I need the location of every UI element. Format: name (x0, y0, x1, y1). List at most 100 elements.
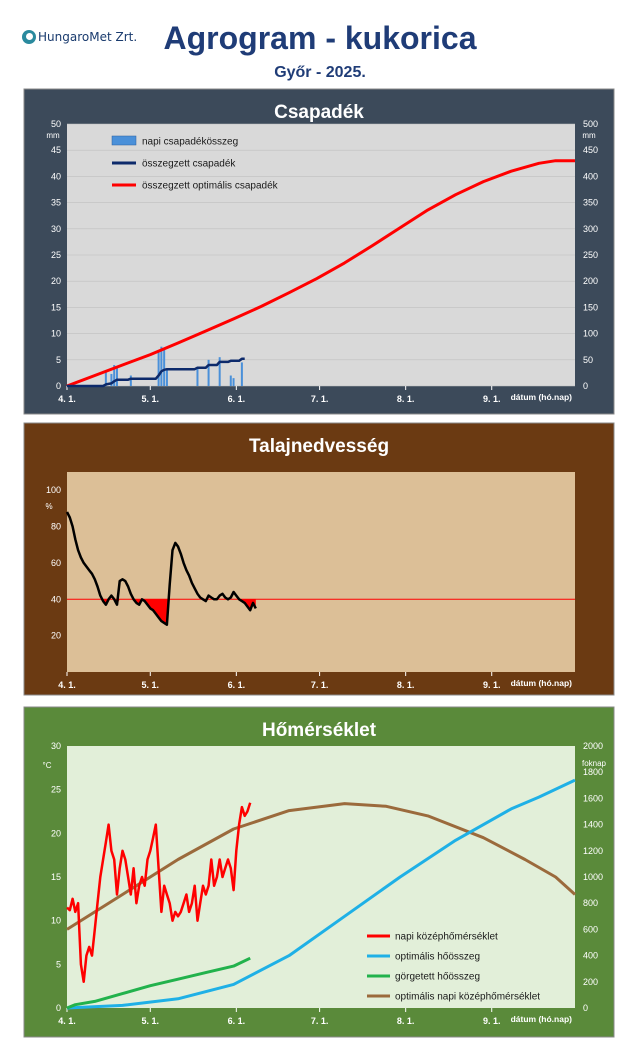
chart-title: Hőmérséklet (262, 720, 377, 741)
x-tick-label: 9. 1. (483, 394, 501, 404)
y-tick-label: 60 (51, 558, 61, 568)
y-right-tick-label: 400 (583, 951, 598, 961)
precip-bar (207, 359, 210, 386)
y-right-tick-label: 600 (583, 924, 598, 934)
cumulative-precip-line (67, 357, 245, 388)
y-right-tick-label: 250 (583, 250, 598, 260)
precip-bar (229, 375, 232, 386)
y-right-tick-label: 100 (583, 329, 598, 339)
legend-label: optimális hőösszeg (395, 952, 480, 963)
precip-bar (157, 351, 160, 386)
y-left-tick-label: 0 (56, 1003, 61, 1013)
x-tick-label: 5. 1. (142, 1016, 160, 1026)
y-left-tick-label: 5 (56, 959, 61, 969)
x-tick-label: 4. 1. (58, 1016, 76, 1026)
y-right-tick-label: 500 (583, 119, 598, 129)
y-left-tick-label: 15 (51, 302, 61, 312)
x-tick-label: 4. 1. (58, 680, 76, 690)
y-tick-label: 80 (51, 522, 61, 532)
page-title: Agrogram - kukorica (163, 20, 477, 56)
x-tick-label: 5. 1. (142, 680, 160, 690)
precipitation-chart: Csapadék05101520253035404550050100150200… (23, 88, 615, 415)
y-left-tick-label: 30 (51, 224, 61, 234)
y-right-tick-label: 300 (583, 224, 598, 234)
precip-bar (129, 375, 132, 386)
chart-title: Csapadék (274, 102, 364, 123)
y-left-tick-label: 35 (51, 198, 61, 208)
y-right-tick-label: 1800 (583, 767, 603, 777)
y-left-tick-label: 15 (51, 872, 61, 882)
y-left-tick-label: 20 (51, 828, 61, 838)
x-tick-label: 8. 1. (397, 1016, 415, 1026)
precip-bar (232, 378, 235, 386)
y-left-tick-label: 45 (51, 145, 61, 155)
y-left-tick-label: 50 (51, 119, 61, 129)
x-tick-label: 6. 1. (228, 680, 246, 690)
y-right-tick-label: 2000 (583, 741, 603, 751)
precip-bar (113, 365, 116, 386)
y-tick-label: 40 (51, 594, 61, 604)
x-tick-label: 6. 1. (228, 1016, 246, 1026)
x-tick-label: 7. 1. (311, 680, 329, 690)
y-left-tick-label: 30 (51, 741, 61, 751)
y-tick-label: 20 (51, 631, 61, 641)
x-tick-label: 9. 1. (483, 680, 501, 690)
precip-bar (196, 367, 199, 386)
precip-bar (163, 349, 166, 386)
precip-bar (165, 370, 168, 386)
y-right-tick-label: 1000 (583, 872, 603, 882)
chart-title: Talajnedvesség (249, 436, 389, 457)
y-right-tick-label: 1600 (583, 793, 603, 803)
y-right-tick-label: 350 (583, 198, 598, 208)
y-right-tick-label: 800 (583, 898, 598, 908)
y-left-unit: mm (46, 131, 60, 140)
y-left-unit: °C (43, 761, 52, 770)
x-axis-label: dátum (hó.nap) (511, 392, 573, 402)
y-right-tick-label: 50 (583, 355, 593, 365)
y-left-tick-label: 10 (51, 329, 61, 339)
y-right-tick-label: 1200 (583, 846, 603, 856)
y-right-tick-label: 200 (583, 977, 598, 987)
precip-bar (115, 367, 118, 386)
y-right-tick-label: 150 (583, 302, 598, 312)
daily-mean-temp-line (66, 802, 252, 984)
x-tick-label: 7. 1. (311, 394, 329, 404)
legend-label: görgetett hőösszeg (395, 972, 480, 983)
temperature-chart: Hőmérséklet 0 5 10 15 20 25 30 0 200 400 600 800 1000… (23, 706, 615, 1038)
precip-bar (218, 357, 221, 386)
plot-area (67, 472, 575, 672)
x-tick-label: 9. 1. (483, 1016, 501, 1026)
x-tick-label: 6. 1. (228, 394, 246, 404)
y-right-unit: mm (582, 131, 596, 140)
legend-label: optimális napi középhőmérséklet (395, 992, 540, 1003)
y-right-unit: foknap (582, 759, 607, 768)
page-subtitle: Győr - 2025. (274, 64, 366, 81)
y-right-tick-label: 450 (583, 145, 598, 155)
optimal-heat-sum-line (66, 778, 576, 1010)
logo-text: HungaroMet Zrt. (38, 30, 138, 44)
legend-swatch (111, 135, 137, 146)
y-left-tick-label: 0 (56, 381, 61, 391)
y-right-tick-label: 400 (583, 171, 598, 181)
y-left-tick-label: 5 (56, 355, 61, 365)
optimal-daily-mean-temp-line (66, 802, 577, 931)
legend-label: összegzett csapadék (142, 159, 236, 170)
legend-label: összegzett optimális csapadék (142, 181, 279, 192)
x-axis-label: dátum (hó.nap) (511, 678, 573, 688)
deficit-area (67, 599, 256, 625)
y-right-tick-label: 0 (583, 1003, 588, 1013)
y-right-tick-label: 0 (583, 381, 588, 391)
legend-label: napi középhőmérséklet (395, 932, 498, 943)
rolling-heat-sum-line (66, 956, 251, 1010)
precip-bar (104, 371, 107, 386)
legend-label: napi csapadékösszeg (142, 137, 238, 148)
y-left-tick-label: 25 (51, 785, 61, 795)
y-right-tick-label: 1400 (583, 820, 603, 830)
y-left-tick-label: 20 (51, 276, 61, 286)
precip-bar (240, 362, 243, 386)
optimal-cumulative-precip-line (66, 159, 575, 388)
y-left-tick-label: 10 (51, 916, 61, 926)
x-tick-label: 5. 1. (142, 394, 160, 404)
soil-moisture-line (65, 511, 257, 626)
y-tick-label: 100 (46, 485, 61, 495)
